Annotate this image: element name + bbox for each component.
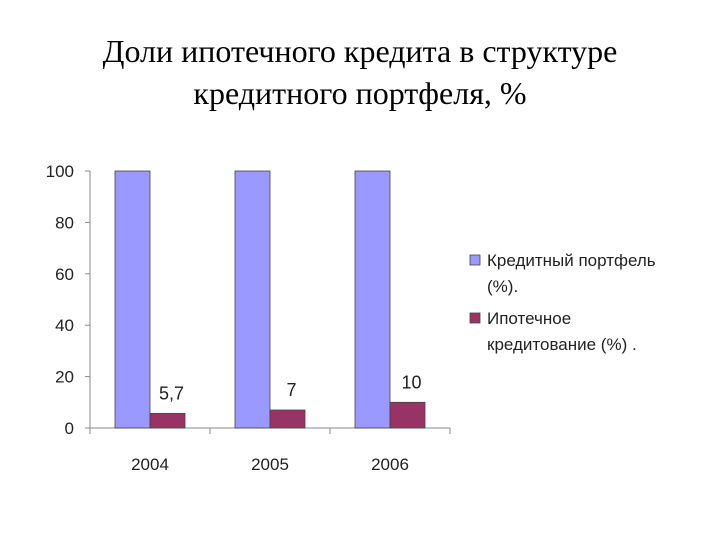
y-tick-label: 60 <box>55 265 74 284</box>
legend-label: (%). <box>487 277 518 296</box>
chart-title-line-2: кредитного портфеля, % <box>193 75 527 111</box>
bar-credit-portfolio <box>354 170 391 429</box>
bar-credit-portfolio <box>114 170 151 429</box>
x-tick-label: 2005 <box>251 455 289 474</box>
chart-title-line-1: Доли ипотечного кредита в структуре <box>102 33 618 69</box>
x-tick-label: 2006 <box>371 455 409 474</box>
y-tick-label: 100 <box>46 162 74 181</box>
legend-label: кредитование (%) . <box>487 335 637 354</box>
bar-mortgage <box>269 409 306 429</box>
legend-label: Кредитный портфель <box>487 251 656 270</box>
legend-label: Ипотечное <box>487 309 571 328</box>
bar-mortgage <box>389 401 426 429</box>
legend-swatch <box>469 312 481 324</box>
bar-credit-portfolio <box>234 170 271 429</box>
x-tick-label: 2004 <box>131 455 169 474</box>
data-label: 10 <box>401 372 421 392</box>
y-tick-label: 40 <box>55 316 74 335</box>
y-tick-label: 0 <box>65 419 74 438</box>
bar-mortgage <box>149 412 186 429</box>
y-tick-label: 80 <box>55 213 74 232</box>
data-label: 5,7 <box>159 383 184 403</box>
y-tick-label: 20 <box>55 368 74 387</box>
chart-title: Доли ипотечного кредита в структуре кред… <box>40 30 680 114</box>
data-label: 7 <box>286 380 296 400</box>
legend-swatch <box>469 254 481 266</box>
